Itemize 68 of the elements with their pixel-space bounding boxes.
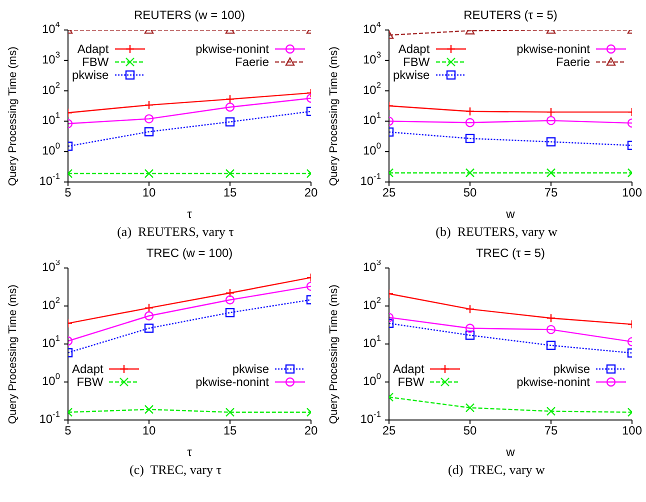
y-tick-label: 10$^{-1}$: [39, 409, 60, 426]
text: (d) TREC, vary w: [447, 462, 546, 478]
y-tick-label: 10$^{0}$: [42, 371, 60, 388]
y-tick-label: 10$^{-1}$: [360, 171, 382, 188]
chart-title: TREC (w = 100): [146, 246, 233, 260]
x-axis-title: w: [505, 445, 516, 459]
x-axis-title: τ: [187, 207, 192, 221]
legend-label: pkwise-nonint: [196, 42, 269, 56]
y-tick-label: 10$^{1}$: [362, 333, 382, 350]
legend-label: Adapt: [393, 362, 424, 376]
x-tick-label: 100: [622, 186, 642, 200]
x-tick-label: 5: [64, 186, 72, 200]
legend-label: FBW: [398, 374, 424, 389]
y-tick-label: 10$^{3}$: [362, 50, 382, 67]
y-tick-label: 10$^{2}$: [42, 80, 60, 97]
y-tick-label: 10$^{-1}$: [360, 409, 382, 426]
x-axis-title: w: [505, 207, 516, 221]
x-tick-label: 10: [142, 186, 156, 200]
chart-title: REUTERS (τ = 5): [464, 8, 558, 22]
legend-label: Faerie: [234, 54, 269, 68]
legend-label: FBW: [82, 54, 109, 68]
legend-label: pkwise: [553, 362, 590, 376]
y-axis-title: Query Processing Time (ms): [328, 46, 340, 186]
legend-label: pkwise-nonint: [516, 42, 590, 56]
y-tick-label: 10$^{2}$: [42, 295, 60, 312]
x-tick-label: 15: [223, 424, 237, 438]
x-tick-label: 15: [223, 186, 237, 200]
y-tick-label: 10$^{-1}$: [39, 171, 60, 188]
legend-label: Faerie: [556, 54, 590, 68]
y-tick-label: 10$^{0}$: [362, 371, 382, 388]
legend-label: pkwise: [72, 68, 109, 82]
legend-label: Adapt: [398, 42, 430, 56]
legend-label: Adapt: [77, 42, 109, 56]
y-tick-label: 10$^{1}$: [42, 333, 60, 350]
y-tick-label: 10$^{3}$: [42, 50, 60, 67]
y-tick-label: 10$^{0}$: [362, 140, 382, 158]
y-tick-label: 10$^{2}$: [362, 80, 382, 97]
x-tick-label: 75: [544, 424, 558, 438]
y-axis-title: Query Processing Time (ms): [328, 284, 340, 424]
legend-label: pkwise-nonint: [516, 374, 590, 389]
x-tick-label: 50: [463, 186, 477, 200]
legend-label: FBW: [403, 54, 430, 68]
text: (c) TREC, vary τ: [128, 462, 222, 478]
x-tick-label: 20: [304, 186, 318, 200]
x-tick-label: 20: [304, 424, 318, 438]
legend-label: pkwise: [393, 68, 430, 82]
chart-title: REUTERS (w = 100): [134, 8, 246, 22]
text: (a) REUTERS, vary τ: [116, 224, 235, 240]
text: (b) REUTERS, vary w: [434, 224, 558, 240]
y-axis-title: Query Processing Time (ms): [6, 46, 19, 186]
y-tick-label: 10$^{1}$: [42, 110, 60, 128]
x-tick-label: 25: [382, 186, 396, 200]
y-axis-title: Query Processing Time (ms): [6, 284, 19, 424]
legend-label: Adapt: [72, 362, 104, 376]
x-tick-label: 75: [544, 186, 558, 200]
x-tick-label: 5: [64, 424, 72, 438]
x-tick-label: 10: [142, 424, 156, 438]
x-tick-label: 50: [463, 424, 477, 438]
x-axis-title: τ: [187, 445, 192, 459]
legend-label: pkwise-nonint: [196, 374, 269, 389]
y-tick-label: 10$^{2}$: [362, 295, 382, 312]
y-tick-label: 10$^{1}$: [362, 110, 382, 128]
chart-title: TREC (τ = 5): [476, 246, 546, 260]
legend-label: FBW: [76, 374, 104, 389]
x-tick-label: 100: [622, 424, 642, 438]
y-tick-label: 10$^{0}$: [42, 140, 60, 158]
x-tick-label: 25: [382, 424, 396, 438]
legend-label: pkwise: [232, 362, 269, 376]
